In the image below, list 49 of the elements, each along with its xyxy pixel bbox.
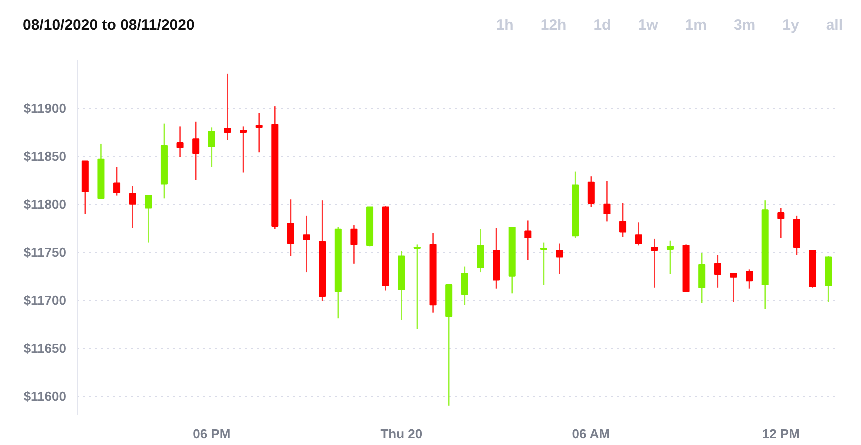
- text: all: [826, 17, 843, 34]
- candlestick: [524, 220, 532, 261]
- x-tick-label: Thu 20: [380, 426, 423, 442]
- candlestick: [588, 176, 595, 208]
- candlestick: [778, 208, 785, 239]
- y-tick-label: $11650: [24, 340, 67, 356]
- candlestick: [461, 266, 468, 306]
- y-tick-label: $11800: [24, 196, 67, 212]
- text: 3m: [734, 17, 756, 34]
- text: 1d: [594, 17, 612, 34]
- y-tick-label: $11900: [24, 100, 67, 116]
- candlestick: [145, 195, 152, 244]
- candlestick: [746, 269, 754, 290]
- text: 1w: [638, 17, 658, 34]
- candlestick: [635, 222, 642, 246]
- y-tick-label: $11600: [24, 388, 67, 404]
- text: 1y: [782, 17, 800, 34]
- candlestick: [620, 202, 627, 238]
- candlestick: [224, 73, 232, 141]
- text: 1h: [496, 17, 514, 34]
- candlestick: [666, 240, 674, 276]
- chart-title: 08/10/2020 to 08/11/2020: [23, 16, 195, 36]
- candlestick: [698, 252, 706, 304]
- candlestick: [730, 272, 738, 303]
- candlestick: [477, 228, 484, 274]
- candlestick: [303, 215, 310, 274]
- candlestick: [350, 224, 358, 265]
- x-tick-label: 06 AM: [572, 426, 610, 442]
- candlestick: [208, 127, 216, 168]
- candlestick: [129, 186, 136, 230]
- x-tick-label: 06 PM: [193, 426, 231, 442]
- text: 1m: [685, 17, 707, 34]
- candlestick: [540, 242, 548, 286]
- candlestick: [256, 112, 263, 154]
- candlestick: [176, 126, 184, 158]
- candlestick: [240, 126, 248, 174]
- y-tick-label: $11850: [24, 148, 67, 164]
- text: 12h: [540, 17, 567, 34]
- y-tick-label: $11750: [24, 244, 67, 260]
- candlestick: [714, 254, 722, 289]
- x-tick-label: 12 PM: [762, 426, 800, 442]
- candlestick: [287, 198, 294, 257]
- candlestick: [192, 121, 200, 182]
- candlestick: [414, 244, 421, 330]
- candlestick: [114, 166, 121, 196]
- candlestick: [604, 180, 611, 222]
- candlestick: [556, 243, 564, 276]
- y-tick-label: $11700: [24, 292, 67, 308]
- candlestick: [651, 238, 658, 289]
